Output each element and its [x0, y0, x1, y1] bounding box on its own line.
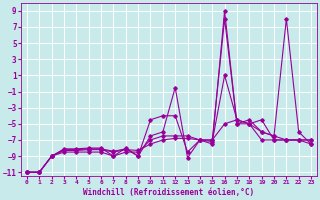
X-axis label: Windchill (Refroidissement éolien,°C): Windchill (Refroidissement éolien,°C): [84, 188, 255, 197]
